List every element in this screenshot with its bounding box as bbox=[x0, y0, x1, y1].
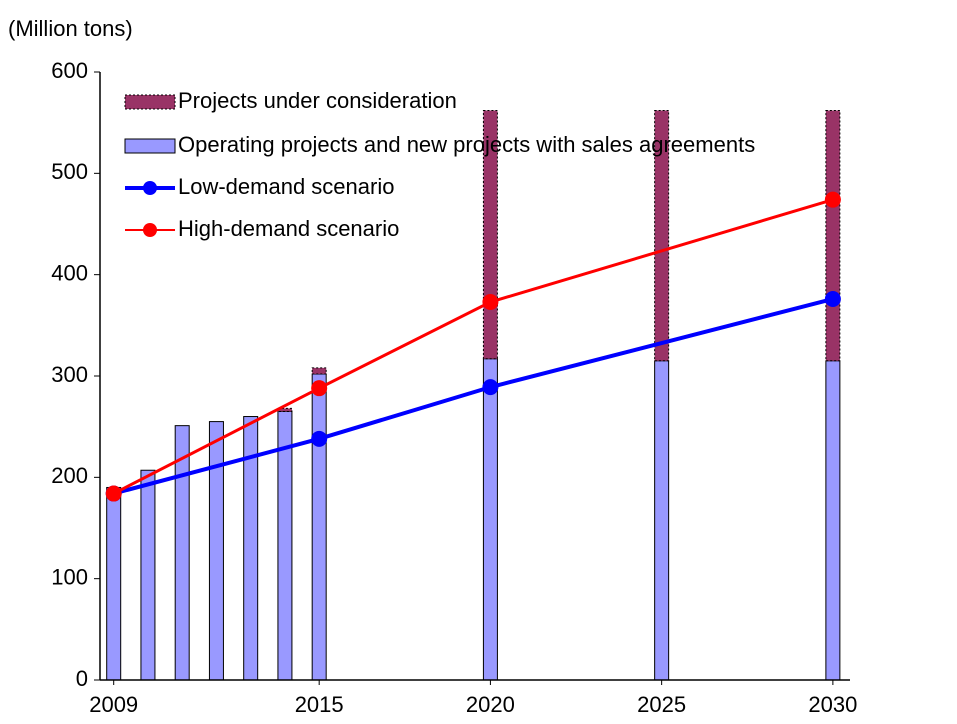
x-tick-label: 2015 bbox=[295, 692, 344, 717]
line-marker bbox=[105, 485, 122, 502]
bar bbox=[654, 360, 670, 681]
legend-label: Operating projects and new projects with… bbox=[178, 132, 755, 157]
line-marker bbox=[482, 379, 499, 396]
bar bbox=[106, 486, 122, 681]
bar bbox=[311, 367, 327, 375]
y-tick-label: 400 bbox=[51, 260, 88, 285]
line-marker bbox=[824, 290, 841, 307]
y-tick-label: 300 bbox=[51, 362, 88, 387]
legend-marker bbox=[143, 223, 157, 237]
x-tick-label: 2009 bbox=[89, 692, 138, 717]
bar bbox=[482, 358, 498, 681]
y-tick-label: 0 bbox=[76, 666, 88, 691]
bar bbox=[208, 421, 224, 681]
legend-label: High-demand scenario bbox=[178, 216, 399, 241]
legend-label: Low-demand scenario bbox=[178, 174, 394, 199]
line-marker bbox=[311, 380, 328, 397]
x-tick-label: 2030 bbox=[808, 692, 857, 717]
y-tick-label: 500 bbox=[51, 159, 88, 184]
legend-marker bbox=[143, 181, 157, 195]
y-tick-label: 200 bbox=[51, 463, 88, 488]
bar bbox=[654, 110, 670, 362]
line bbox=[113, 198, 834, 495]
y-tick-label: 100 bbox=[51, 564, 88, 589]
bar bbox=[825, 360, 841, 681]
bar bbox=[825, 110, 841, 362]
line-marker bbox=[824, 191, 841, 208]
x-tick-label: 2020 bbox=[466, 692, 515, 717]
line-marker bbox=[482, 294, 499, 311]
legend-swatch bbox=[124, 138, 176, 154]
x-tick-label: 2025 bbox=[637, 692, 686, 717]
bar bbox=[311, 373, 327, 681]
legend-swatch bbox=[124, 94, 176, 110]
bar bbox=[174, 425, 190, 681]
legend-label: Projects under consideration bbox=[178, 88, 457, 113]
line bbox=[113, 297, 834, 496]
line-marker bbox=[311, 430, 328, 447]
bar bbox=[140, 469, 156, 681]
bar bbox=[277, 410, 293, 681]
y-tick-label: 600 bbox=[51, 58, 88, 83]
y-axis-label: (Million tons) bbox=[8, 16, 133, 41]
